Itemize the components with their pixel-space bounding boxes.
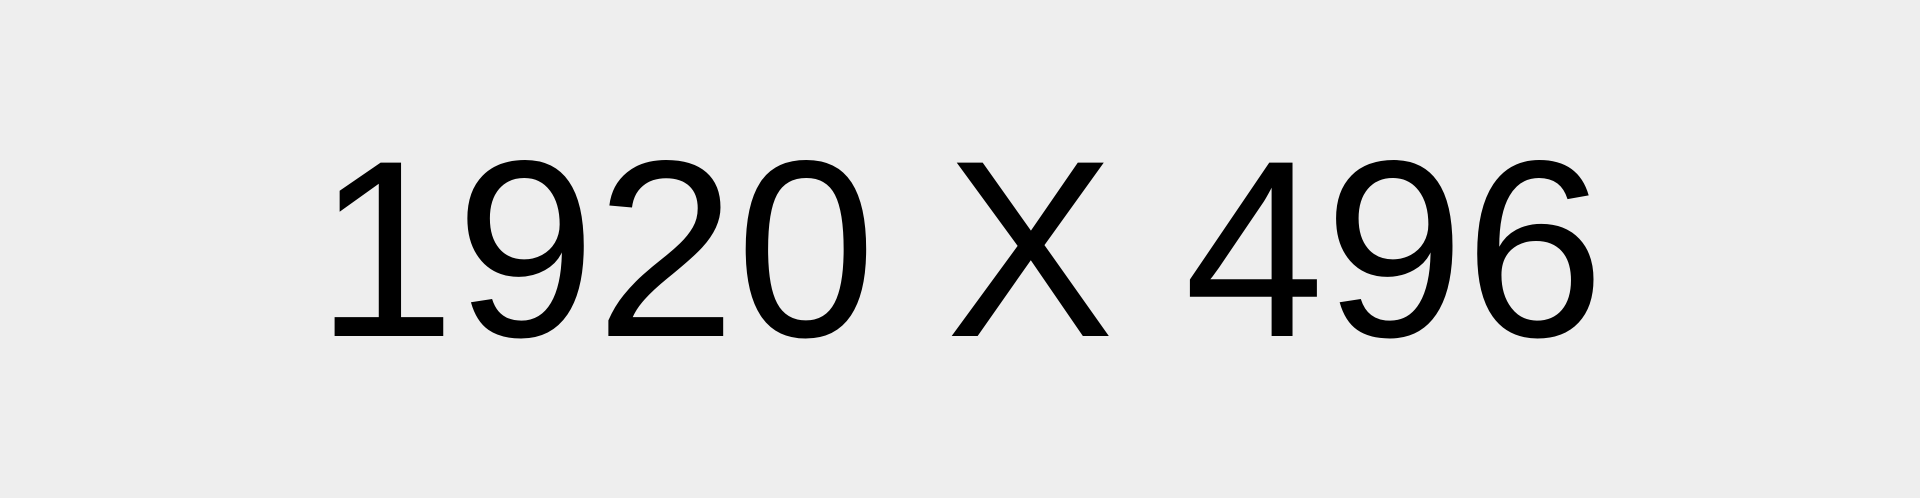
dimension-label: 1920 X 496 [315,109,1605,390]
placeholder-canvas: 1920 X 496 [315,109,1605,390]
